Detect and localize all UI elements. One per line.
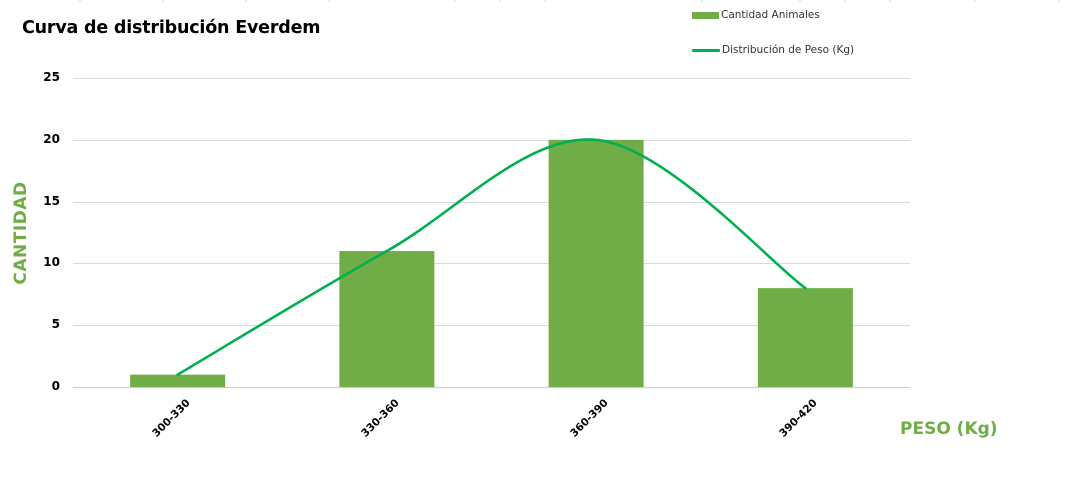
legend-label: Cantidad Animales bbox=[721, 9, 820, 21]
cell-border-marks bbox=[79, 0, 1060, 2]
line-swatch-icon bbox=[692, 48, 720, 52]
legend-item-distribucion-peso: Distribución de Peso (Kg) bbox=[692, 44, 854, 56]
bar-330-360 bbox=[339, 251, 435, 387]
bar-360-390 bbox=[548, 139, 644, 387]
y-tick-label: 15 bbox=[43, 193, 60, 208]
bar-swatch-icon bbox=[692, 11, 719, 19]
legend-item-cantidad-animales: Cantidad Animales bbox=[692, 9, 820, 21]
bar-390-420 bbox=[757, 288, 853, 387]
y-tick-label: 10 bbox=[43, 255, 60, 270]
y-tick-label: 5 bbox=[51, 317, 60, 332]
x-axis-title: PESO (Kg) bbox=[900, 419, 998, 439]
bar-300-330 bbox=[130, 374, 226, 387]
y-tick-label: 20 bbox=[43, 131, 60, 146]
y-tick-label: 25 bbox=[43, 70, 60, 84]
chart-title: Curva de distribución Everdem bbox=[22, 18, 321, 38]
y-tick-label: 0 bbox=[51, 379, 60, 393]
legend-label: Distribución de Peso (Kg) bbox=[722, 44, 855, 56]
distribution-line bbox=[176, 138, 807, 376]
